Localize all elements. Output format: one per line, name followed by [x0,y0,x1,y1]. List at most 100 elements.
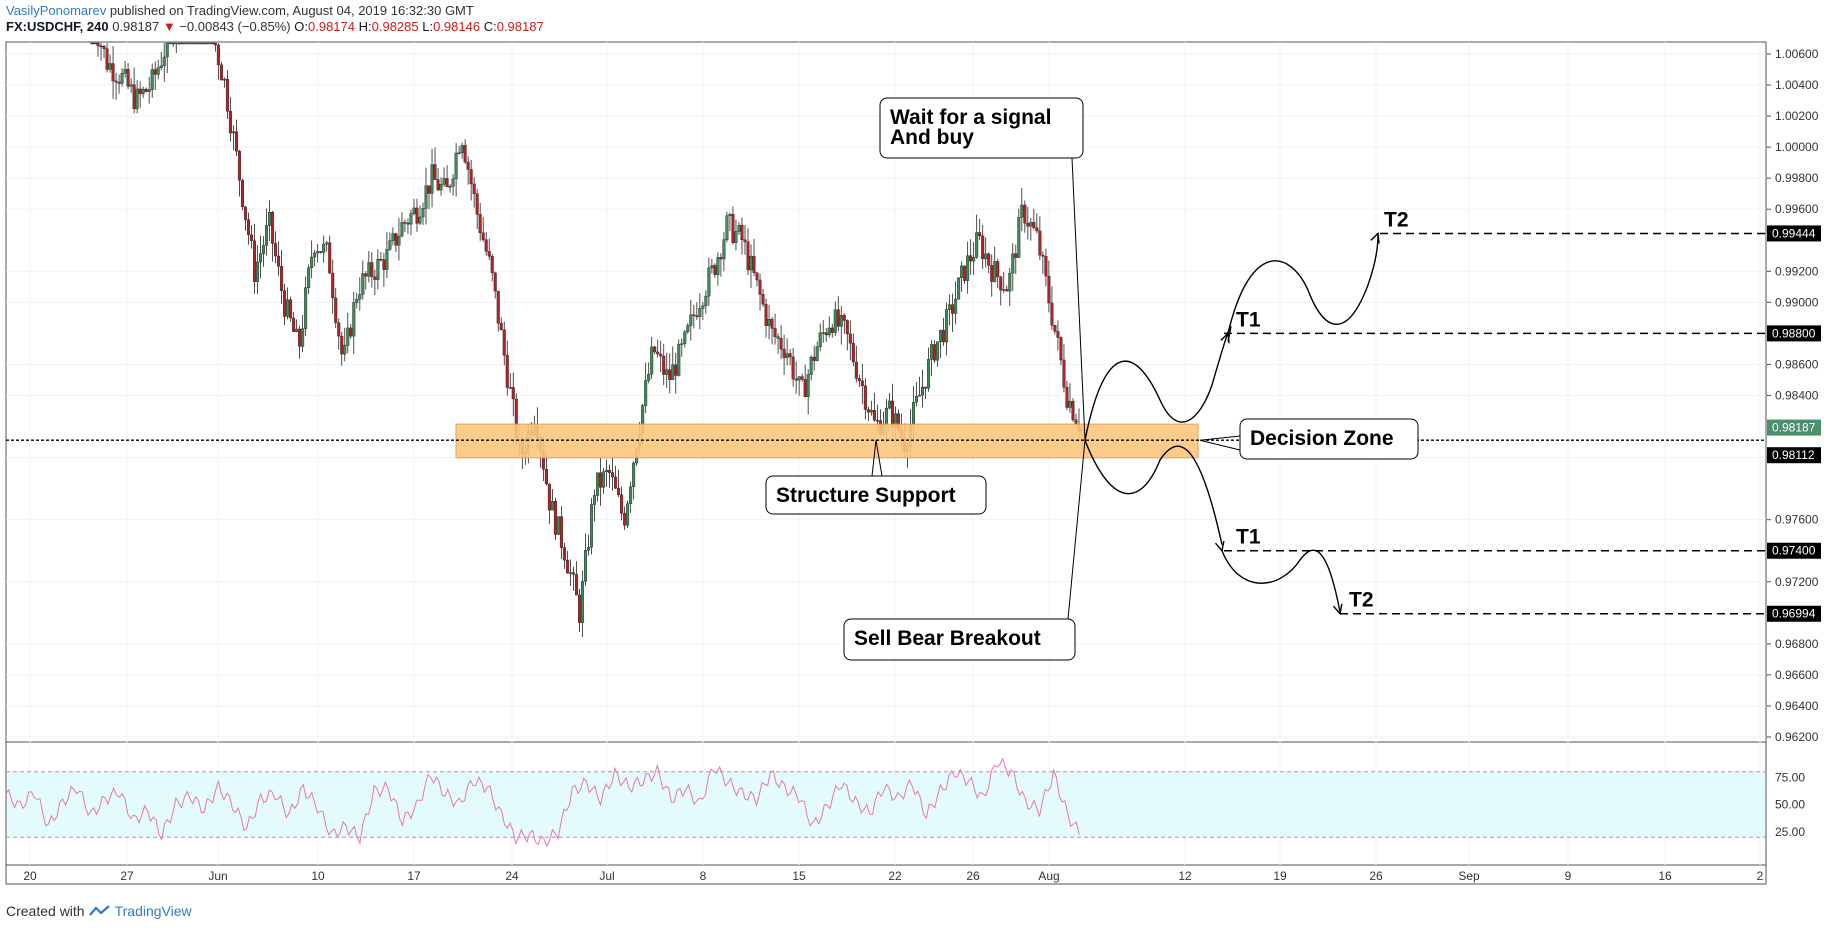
rsi-tick-label: 25.00 [1775,825,1805,839]
axes: 1.00600 1.00400 1.00200 1.00000 0.99800 0.996… [23,47,1821,883]
candle-body [583,550,587,582]
candle-body [577,594,581,623]
candle-body [234,131,238,152]
candle-body [96,42,100,47]
candle-body [286,299,290,317]
x-tick-label: 27 [120,869,134,883]
candle-body [812,356,816,361]
candle-body [872,410,876,421]
candle-body [969,255,973,262]
candle-body [568,572,572,574]
candle-body [653,346,657,353]
candle-body [914,396,918,403]
grid-lines [5,41,1767,885]
candle-body [355,299,359,303]
bear-path-1 [1084,439,1223,545]
x-tick-label: 17 [407,869,421,883]
candle-body [397,235,401,246]
candle-body [418,216,422,224]
candle-body [367,262,371,277]
candle-body [349,327,353,337]
candle-body [171,42,175,45]
tradingview-link[interactable]: TradingView [114,903,192,919]
candle-body [114,80,118,83]
candle-body [960,265,964,279]
candle-body [277,255,281,267]
candle-body [550,501,554,511]
arrow-head [1214,540,1225,553]
candle-body [472,183,476,195]
candle-body [280,266,284,291]
candle-body [370,262,374,278]
candle-body [623,512,627,526]
candle-body [854,361,858,379]
candle-body [722,239,726,260]
candle-body [165,42,169,58]
open-value: 0.98174 [308,19,355,34]
candle-body [737,224,741,232]
author-link[interactable]: VasilyPonomarev [6,3,107,18]
x-tick-label: 15 [792,869,806,883]
candle-body [108,63,112,70]
candle-body [836,309,840,327]
candle-body [713,265,717,275]
candle-body [295,328,299,332]
price-badge-label: 0.97400 [1772,544,1816,558]
candle-body [153,69,157,75]
candle-body [412,207,416,214]
candle-body [743,239,747,243]
candle-body [451,178,455,187]
candle-body [373,276,377,280]
candle-body [571,572,575,575]
candle-body [319,251,323,253]
candle-body [815,346,819,361]
callout-box [843,618,1076,661]
candle-body [102,45,106,49]
candle-body [797,376,801,381]
callout-text: Wait for a signal [890,106,1051,129]
candle-body [93,42,97,45]
candle-body [593,495,597,505]
price-badge: 0.98187 [1767,419,1821,436]
candle-body [590,504,594,548]
y-tick-label: 0.97200 [1775,575,1819,589]
price-badge-bg [1767,225,1821,242]
candle-body [331,272,335,299]
candle-body [821,332,825,334]
candle-body [292,317,296,332]
candle-body [602,471,606,488]
candle-body [463,145,467,163]
candle-body [105,48,109,70]
candle-body [502,329,506,356]
y-tick-label: 1.00400 [1775,78,1819,92]
candle-body [839,315,843,327]
candle-body [505,354,509,388]
candle-body [228,111,232,134]
chart-header: VasilyPonomarev published on TradingView… [6,3,544,35]
candle-body [614,476,618,489]
y-tick-label: 1.00000 [1775,140,1819,154]
candle-body [767,319,771,326]
candle-body [860,380,864,387]
candle-body [990,265,994,282]
candle-body [788,353,792,358]
candle-body [605,469,609,472]
candle-body [972,257,976,262]
candle-body [596,472,600,496]
callout-text: And buy [890,126,974,149]
candle-body [875,419,879,422]
candle-body [728,214,732,216]
candle-body [340,335,344,355]
candle-body [975,232,979,258]
candle-body [791,356,795,380]
candle-body [156,67,160,75]
candle-body [210,42,214,45]
candle-body [343,345,347,355]
candle-body [123,69,127,74]
rsi-tick-label: 75.00 [1775,770,1805,784]
x-tick-label: 26 [966,869,980,883]
created-with-text: Created with [6,903,85,919]
candle-body [249,234,253,241]
candle-body [430,164,434,194]
